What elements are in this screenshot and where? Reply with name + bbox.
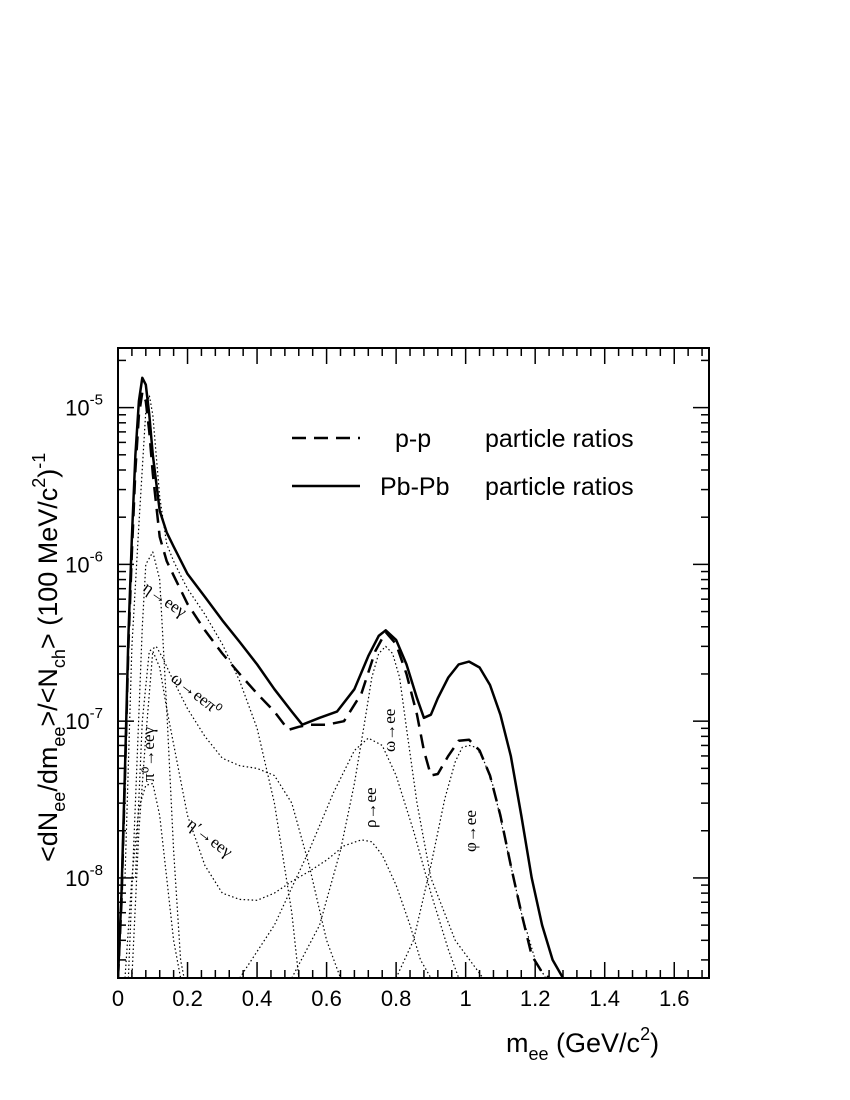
- x-tick-label: 0.6: [311, 986, 342, 1011]
- annotation-pi0: π⁰→eeγ: [139, 727, 158, 782]
- legend: p-p particle ratios Pb-Pb particle ratio…: [292, 425, 634, 501]
- y-axis-label: <dNee/dmee>/<Nch> (100 MeV/c2)-1: [29, 453, 69, 862]
- series-line-dotted-6: [131, 650, 432, 978]
- x-tick-label: 1.2: [520, 986, 551, 1011]
- annotations: π⁰→eeγ η→eeγ ω→eeπ⁰ η′→eeγ ρ→ee ω→ee φ→e…: [139, 578, 480, 862]
- annotation-omega-dalitz: ω→eeπ⁰: [168, 668, 226, 719]
- x-tick-label: 0: [112, 986, 124, 1011]
- series-line-solid-0: [118, 376, 565, 978]
- annotation-phi: φ→ee: [461, 810, 480, 852]
- x-tick-label: 1.6: [659, 986, 690, 1011]
- series-line-dotted-7: [239, 737, 460, 978]
- annotation-omega: ω→ee: [380, 709, 399, 752]
- x-tick-label: 0.2: [172, 986, 203, 1011]
- plot-frame: [117, 347, 710, 979]
- annotation-eta: η→eeγ: [140, 578, 191, 622]
- legend-desc-pbpb: particle ratios: [485, 473, 634, 501]
- legend-desc-pp: particle ratios: [485, 425, 634, 453]
- series-line-dotted-5: [134, 645, 342, 978]
- x-tick-label: 0.8: [381, 986, 412, 1011]
- y-tick-label: 10-5: [65, 392, 103, 421]
- y-tick-label: 10-6: [65, 548, 103, 577]
- x-tick-label: 0.4: [242, 986, 273, 1011]
- series-line-dotted-3: [124, 394, 300, 978]
- y-tick-label: 10-7: [65, 705, 103, 734]
- series-line-dotted-8: [291, 645, 484, 978]
- legend-label-pp: p-p: [395, 425, 431, 453]
- x-tick-label: 1: [460, 986, 472, 1011]
- x-axis-label: mee (GeV/c2): [506, 1024, 659, 1064]
- legend-label-pbpb: Pb-Pb: [380, 473, 449, 501]
- series-line-dotted-9: [395, 744, 547, 978]
- annotation-etaprime: η′→eeγ: [184, 814, 237, 861]
- x-tick-label: 1.4: [589, 986, 620, 1011]
- annotation-rho: ρ→ee: [361, 787, 380, 828]
- y-tick-label: 10-8: [65, 862, 103, 891]
